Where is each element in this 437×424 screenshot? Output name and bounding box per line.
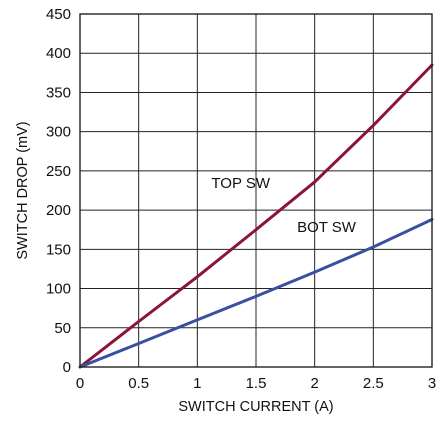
x-axis-label: SWITCH CURRENT (A) [178, 399, 333, 415]
x-tick-labels: 0 0.5 1 1.5 2 2.5 3 [76, 375, 436, 392]
plot-frame [79, 13, 433, 368]
y-tick-label: 150 [46, 241, 71, 258]
x-tick-label: 1.5 [246, 375, 267, 392]
x-tick-label: 3 [428, 375, 436, 392]
x-tick-label: 0 [76, 375, 84, 392]
series-annotations: TOP SW BOT SW [211, 175, 356, 236]
y-tick-label: 350 [46, 84, 71, 101]
y-tick-label: 100 [46, 281, 71, 298]
y-tick-label: 250 [46, 163, 71, 180]
series-lines [78, 63, 434, 369]
y-tick-label: 400 [46, 45, 71, 62]
x-tick-label: 0.5 [128, 375, 149, 392]
series-label-top-sw: TOP SW [211, 175, 270, 192]
x-tick-label: 2 [310, 375, 318, 392]
y-tick-label: 200 [46, 202, 71, 219]
y-tick-label: 300 [46, 124, 71, 141]
series-line-top-sw [78, 63, 434, 369]
y-tick-labels: 0 50 100 150 200 250 300 350 400 450 [46, 6, 71, 376]
y-tick-label: 450 [46, 6, 71, 23]
y-tick-label: 0 [63, 359, 71, 376]
series-line-bot-sw [78, 218, 434, 369]
y-tick-label: 50 [54, 320, 71, 337]
y-axis-label: SWITCH DROP (mV) [15, 121, 31, 259]
series-label-bot-sw: BOT SW [297, 219, 357, 236]
x-tick-label: 1 [193, 375, 201, 392]
x-tick-label: 2.5 [363, 375, 384, 392]
